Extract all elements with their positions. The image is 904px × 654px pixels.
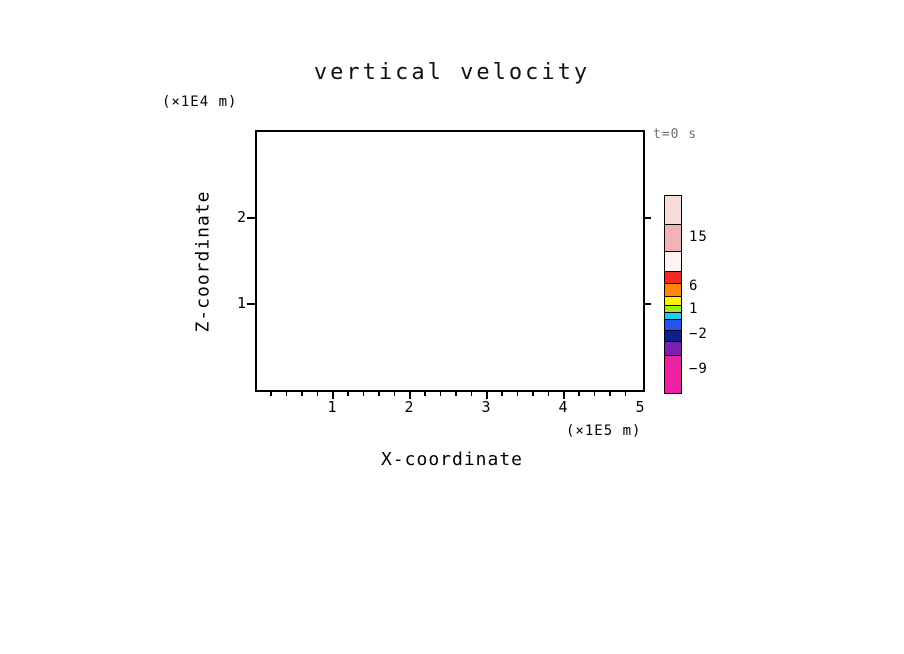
y-major-tick-left [247,217,255,219]
y-tick-label: 1 [236,294,246,312]
x-major-tick [563,392,565,399]
x-tick-label: 3 [481,398,491,416]
x-minor-tick [316,392,319,396]
x-tick-label: 4 [558,398,568,416]
colorbar-segment [665,312,681,319]
x-minor-tick [347,392,349,396]
x-axis-unit-label: (×1E5 m) [566,423,642,439]
x-major-tick [409,392,411,399]
colorbar-label: 1 [689,301,699,317]
colorbar-label: 6 [689,278,699,294]
time-annotation: t=0 s [653,127,698,142]
colorbar-segment [665,271,681,283]
x-tick-label: 2 [404,398,414,416]
x-minor-tick [578,392,580,396]
colorbar-label: −9 [689,361,708,377]
colorbar-segment [665,341,681,355]
plot-area [255,130,645,392]
y-axis-unit-label: (×1E4 m) [162,94,238,110]
colorbar-segment [665,355,681,393]
x-minor-tick [532,392,534,396]
x-minor-tick [362,392,365,396]
x-tick-label: 1 [327,398,337,416]
x-minor-tick [547,392,550,396]
x-minor-tick [424,392,426,396]
colorbar-segment [665,296,681,305]
colorbar [664,195,682,394]
x-minor-tick [455,392,457,396]
y-axis-ticks-left [247,130,256,392]
colorbar-segment [665,196,681,224]
y-major-tick-right [645,217,651,219]
y-major-tick-right [645,303,651,305]
x-major-tick [332,392,334,399]
x-tick-label: 5 [635,398,645,416]
colorbar-label: −2 [689,326,708,342]
x-minor-tick [609,392,611,396]
y-axis-title-text: Z-coordinate [192,189,214,333]
x-minor-tick [501,392,503,396]
x-minor-tick [285,392,288,396]
chart-title: vertical velocity [313,60,591,85]
x-major-tick [486,392,488,399]
colorbar-segment [665,305,681,312]
colorbar-segment [665,330,681,341]
x-axis-title: X-coordinate [380,449,524,470]
colorbar-segment [665,319,681,330]
y-tick-label: 2 [236,208,246,226]
x-axis-ticks [255,392,645,400]
colorbar-segment [665,283,681,296]
x-minor-tick [301,392,303,396]
colorbar-segment [665,251,681,271]
colorbar-segment [665,224,681,251]
x-minor-tick [593,392,596,396]
x-minor-tick [470,392,473,396]
colorbar-label: 15 [689,229,708,245]
x-minor-tick [516,392,519,396]
x-minor-tick [624,392,627,396]
x-minor-tick [439,392,442,396]
y-axis-ticks-right [645,130,651,392]
x-minor-tick [270,392,272,396]
y-major-tick-left [247,303,255,305]
x-minor-tick [393,392,396,396]
x-minor-tick [378,392,380,396]
y-axis-title: Z-coordinate [186,130,220,392]
